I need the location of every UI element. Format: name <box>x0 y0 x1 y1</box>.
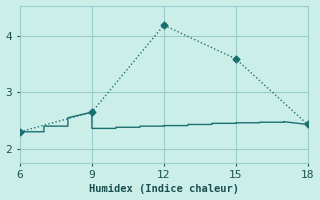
X-axis label: Humidex (Indice chaleur): Humidex (Indice chaleur) <box>89 184 239 194</box>
